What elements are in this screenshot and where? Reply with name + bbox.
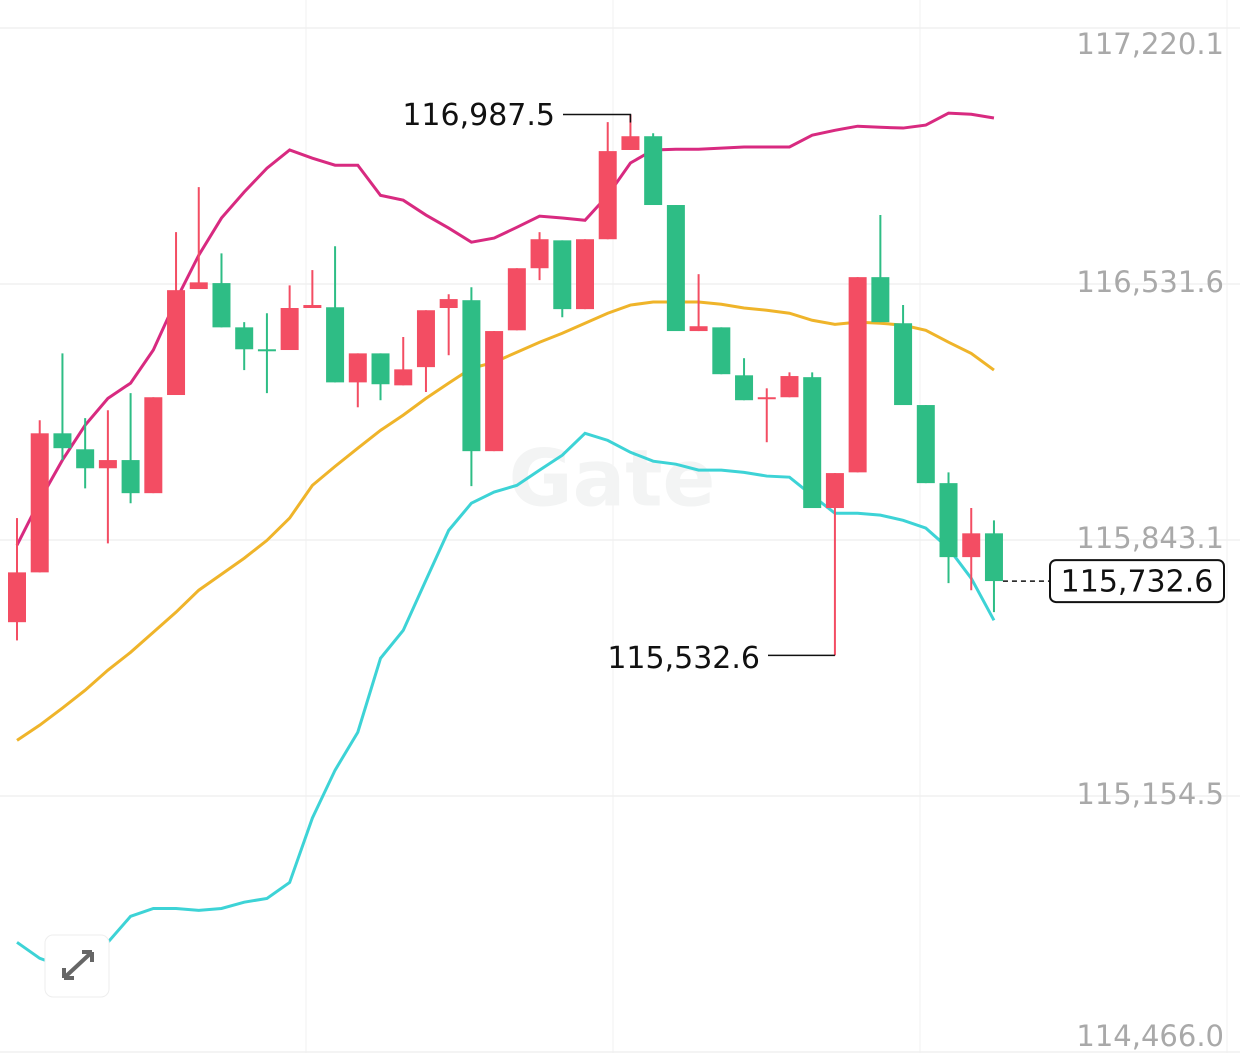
candle-body bbox=[689, 326, 708, 332]
expand-icon[interactable] bbox=[62, 950, 94, 980]
band-line bbox=[16, 431, 996, 969]
candle-body bbox=[462, 300, 481, 452]
candle-body bbox=[348, 353, 367, 383]
candle-body bbox=[939, 483, 958, 558]
candle-body bbox=[803, 377, 822, 509]
candle-body bbox=[712, 327, 731, 375]
candle-body bbox=[303, 305, 322, 309]
candle-body bbox=[167, 290, 186, 396]
y-tick-label: 115,843.1 bbox=[1076, 521, 1224, 555]
y-tick-label: 114,466.0 bbox=[1076, 1019, 1224, 1053]
candle-body bbox=[8, 572, 26, 623]
y-tick-label: 116,531.6 bbox=[1076, 265, 1224, 299]
candle-body bbox=[371, 353, 390, 385]
candle-body bbox=[235, 327, 254, 350]
candle-body bbox=[439, 299, 458, 309]
candle-body bbox=[644, 136, 663, 206]
watermark: Gate bbox=[509, 434, 716, 524]
candle-body bbox=[394, 369, 413, 386]
candle-body bbox=[416, 310, 435, 368]
candle-body bbox=[485, 331, 504, 452]
candle-body bbox=[780, 376, 799, 398]
last-price-label: 115,732.6 bbox=[1061, 565, 1214, 600]
candle-body bbox=[825, 473, 844, 509]
candle-body bbox=[121, 460, 140, 494]
candle-body bbox=[144, 397, 163, 494]
low-label: 115,532.6 bbox=[607, 641, 760, 676]
candle-body bbox=[666, 205, 685, 332]
y-tick-label: 117,220.1 bbox=[1076, 27, 1224, 61]
expand-button[interactable] bbox=[44, 934, 110, 998]
candle-body bbox=[962, 533, 981, 558]
candle-body bbox=[735, 375, 754, 401]
candle-body bbox=[871, 277, 890, 323]
candle-body bbox=[848, 277, 867, 473]
candle-body bbox=[189, 282, 208, 290]
candle-body bbox=[894, 323, 913, 406]
candle-body bbox=[212, 283, 231, 328]
last-price-box bbox=[1049, 559, 1225, 604]
candle-body bbox=[984, 533, 1003, 582]
candle-body bbox=[507, 268, 526, 331]
candle-body bbox=[576, 239, 594, 310]
candle-body bbox=[553, 240, 572, 310]
candle-body bbox=[757, 397, 776, 400]
candle-body bbox=[326, 307, 345, 383]
candle-body bbox=[98, 460, 117, 469]
candle-body bbox=[53, 433, 72, 449]
y-tick-label: 115,154.5 bbox=[1076, 777, 1224, 811]
high-pointer bbox=[563, 113, 632, 123]
candle-body bbox=[530, 239, 549, 269]
candle-body bbox=[598, 151, 617, 240]
candle-body bbox=[916, 405, 935, 484]
band-line bbox=[16, 300, 995, 742]
plot: 117,220.1 116,531.6 115,843.1 115,154.5 114,… bbox=[0, 27, 1240, 1053]
candle-body bbox=[76, 449, 95, 469]
candle-body bbox=[621, 136, 640, 150]
band-line bbox=[15, 111, 995, 546]
high-label: 116,987.5 bbox=[402, 98, 555, 133]
candle-body bbox=[280, 308, 299, 351]
candle-body bbox=[257, 349, 276, 352]
candle-body bbox=[30, 433, 49, 573]
